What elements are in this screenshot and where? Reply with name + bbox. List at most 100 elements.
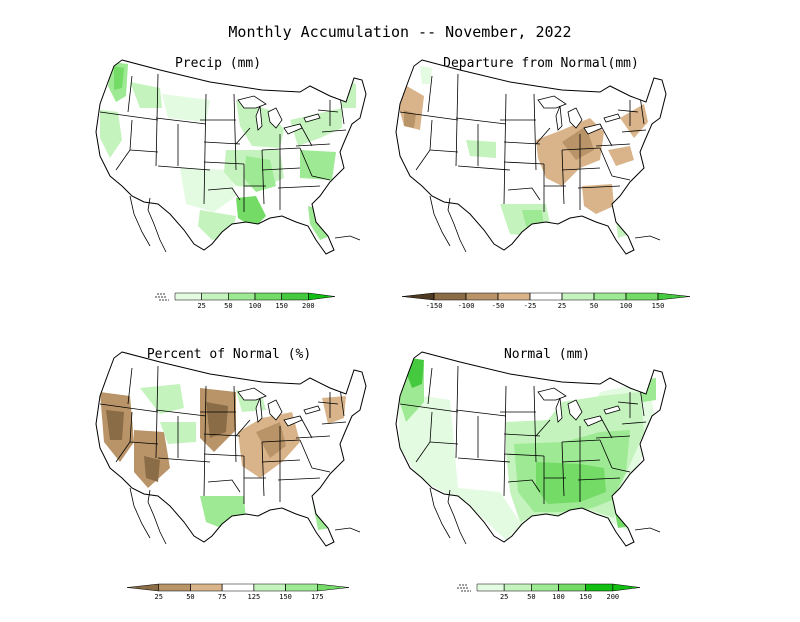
colorbar-swatch <box>253 583 286 592</box>
shaded-region <box>340 80 356 108</box>
shaded-region <box>130 82 162 108</box>
state-boundary <box>535 419 551 437</box>
cuba-outline <box>634 527 661 533</box>
state-boundary <box>235 127 251 145</box>
great-lake <box>567 107 583 129</box>
colorbar-swatch <box>308 292 336 301</box>
state-boundary <box>621 129 647 133</box>
colorbar-label: 25 <box>500 593 508 601</box>
state-boundary <box>595 435 631 439</box>
state-boundary <box>203 453 245 457</box>
state-boundary <box>203 433 241 437</box>
colorbar-label: 200 <box>302 302 315 310</box>
colorbar-swatch <box>201 292 229 301</box>
great-lake <box>555 105 563 131</box>
state-boundary <box>457 457 511 463</box>
state-boundary <box>639 95 645 125</box>
colorbar-low-end <box>155 293 169 301</box>
shaded-region <box>206 402 228 438</box>
state-boundary <box>577 477 621 481</box>
state-boundary <box>99 403 159 413</box>
colorbar-label: 150 <box>652 302 665 310</box>
shaded-region <box>536 462 606 504</box>
colorbar-label: 50 <box>590 302 598 310</box>
colorbar-swatch <box>254 292 282 301</box>
state-boundary <box>561 459 601 463</box>
colorbar-label: 150 <box>579 593 592 601</box>
great-lake <box>603 405 621 415</box>
state-boundary <box>399 403 459 413</box>
colorbar-swatch <box>529 292 563 301</box>
colorbar-label: 25 <box>154 593 162 601</box>
state-boundary <box>155 409 207 417</box>
state-boundary <box>203 385 207 497</box>
state-boundary <box>207 479 241 493</box>
great-lake <box>283 123 303 135</box>
state-boundary <box>261 149 265 205</box>
great-lake <box>283 415 303 427</box>
colorbar-swatch <box>317 583 350 592</box>
state-boundary <box>503 453 545 457</box>
state-boundary <box>561 441 565 497</box>
great-lake <box>537 387 567 401</box>
colorbar-label: 25 <box>197 302 205 310</box>
state-boundary <box>503 385 507 497</box>
us-map <box>395 59 667 255</box>
state-boundary <box>157 457 211 463</box>
state-boundary <box>317 401 339 405</box>
colorbar-swatch <box>158 583 191 592</box>
state-boundary <box>617 401 639 405</box>
state-boundary <box>233 93 237 171</box>
us-outline <box>395 59 667 255</box>
colorbar-label: 100 <box>552 593 565 601</box>
state-boundary <box>429 149 459 153</box>
great-lake <box>583 415 603 427</box>
shaded-region <box>522 210 544 234</box>
colorbar-swatch <box>126 583 159 592</box>
state-boundary <box>427 367 433 405</box>
colorbar-swatch <box>558 583 586 592</box>
state-boundary <box>299 147 313 177</box>
shaded-region <box>256 422 286 458</box>
colorbar-swatch <box>465 292 499 301</box>
state-boundary <box>207 187 241 201</box>
shaded-region <box>562 126 594 160</box>
shaded-region <box>300 150 336 180</box>
state-boundary <box>621 421 647 425</box>
state-boundary <box>203 161 245 165</box>
great-lake <box>267 107 283 129</box>
map-geometry <box>95 351 367 547</box>
colorbar-label: -150 <box>426 302 443 310</box>
state-boundary <box>277 185 321 189</box>
shaded-region <box>100 110 122 158</box>
state-boundary <box>577 185 621 189</box>
state-boundary <box>595 143 631 147</box>
panel-title: Normal (mm) <box>504 347 590 362</box>
state-boundary <box>155 365 159 459</box>
shaded-region <box>140 384 184 414</box>
state-boundary <box>155 117 207 125</box>
shaded-region <box>114 66 124 90</box>
shaded-region <box>620 104 648 138</box>
colorbar-swatch <box>593 292 627 301</box>
colorbar-label: 200 <box>607 593 620 601</box>
map-geometry <box>395 59 667 255</box>
mexico-coast <box>129 487 167 545</box>
shaded-region <box>236 196 266 228</box>
map-geometry <box>395 351 667 547</box>
shaded-region <box>244 156 276 192</box>
colorbar: 25 50 75 125 150 175 <box>126 583 350 601</box>
shaded-region <box>162 94 210 122</box>
state-boundary <box>455 409 507 417</box>
state-boundary <box>429 441 459 445</box>
state-boundary <box>299 439 313 469</box>
colorbar-label: 50 <box>527 593 535 601</box>
colorbar-label: 100 <box>249 302 262 310</box>
state-boundary <box>339 95 345 125</box>
colorbar-swatch <box>221 583 255 592</box>
colorbar-label: 50 <box>224 302 232 310</box>
panel-departure: Departure from Normal(mm) -150 -100 -50 -25… <box>395 56 691 310</box>
state-boundary <box>129 441 159 445</box>
state-boundary <box>233 385 237 463</box>
panel-title: Precip (mm) <box>175 56 261 71</box>
